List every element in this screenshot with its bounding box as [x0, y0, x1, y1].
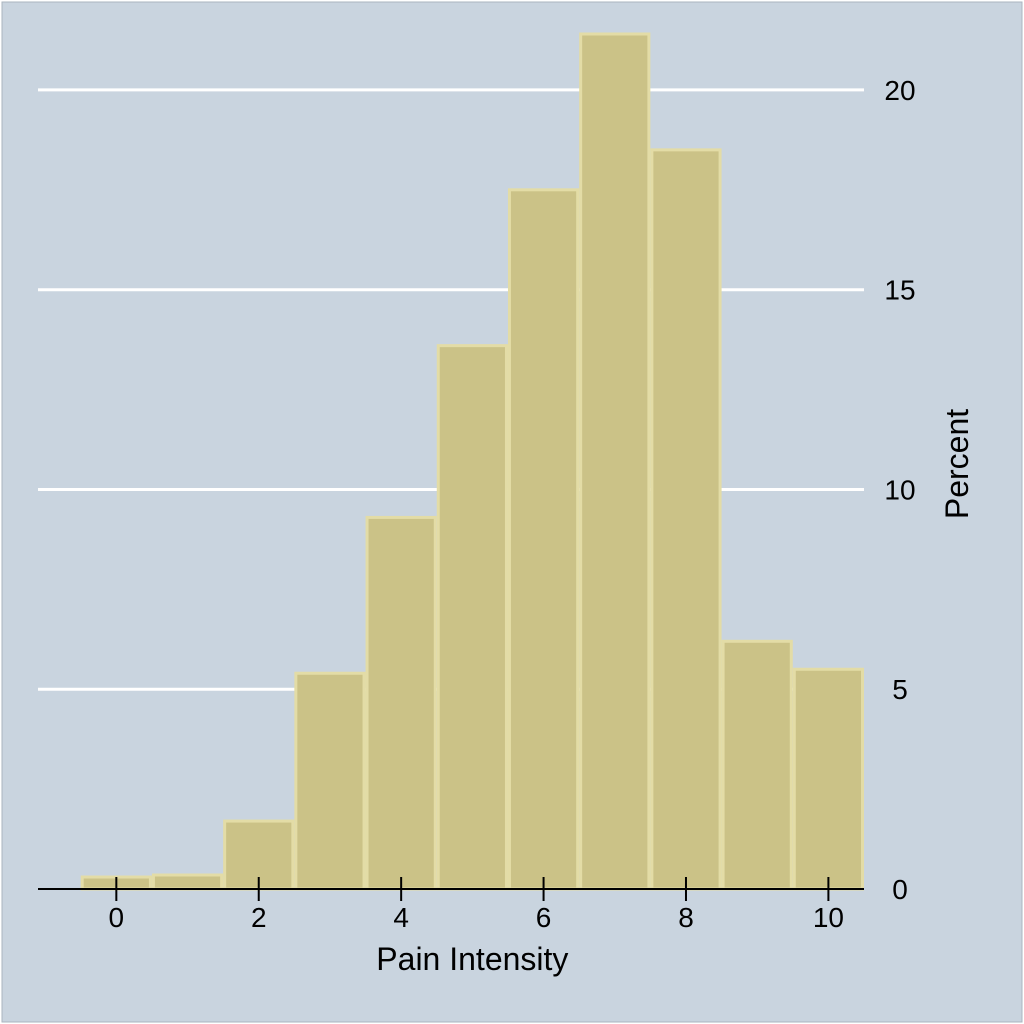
axes	[38, 877, 864, 901]
x-tick-label-6: 6	[536, 902, 552, 933]
y-tick-label-10: 10	[884, 474, 915, 505]
bar-9	[721, 639, 793, 891]
y-tick-label-15: 15	[884, 275, 915, 306]
x-tick-label-2: 2	[251, 902, 267, 933]
bar-10	[792, 667, 864, 891]
tick-labels: 0 2 4 6 8 10 0 5 10 15 20	[109, 75, 916, 933]
bar-5	[436, 344, 508, 891]
x-tick-label-10: 10	[813, 902, 844, 933]
bar-3	[294, 671, 366, 891]
bar-4	[365, 515, 437, 891]
bar-1	[151, 873, 224, 891]
x-tick-label-4: 4	[393, 902, 409, 933]
y-axis-title: Percent	[939, 409, 975, 519]
x-tick-label-0: 0	[109, 902, 125, 933]
bar-8	[650, 148, 722, 891]
y-tick-label-0: 0	[892, 874, 908, 905]
bar-7	[579, 32, 651, 891]
x-axis-title: Pain Intensity	[376, 941, 568, 977]
y-tick-label-20: 20	[884, 75, 915, 106]
x-tick-label-8: 8	[678, 902, 694, 933]
bar-6	[507, 188, 580, 891]
y-tick-label-5: 5	[892, 674, 908, 705]
